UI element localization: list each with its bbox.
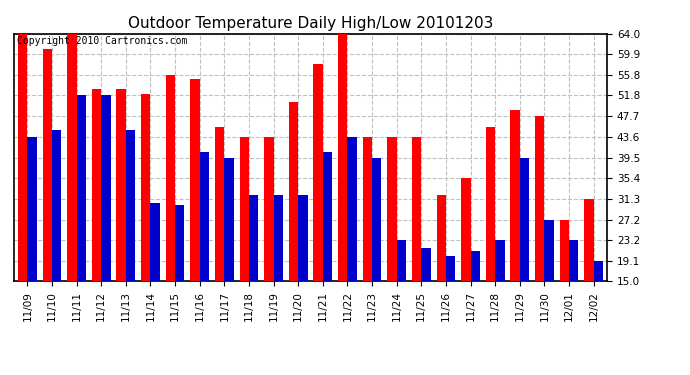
Bar: [313, 64, 323, 281]
Bar: [323, 153, 332, 281]
Bar: [141, 94, 150, 281]
Bar: [190, 79, 199, 281]
Bar: [495, 240, 504, 281]
Bar: [67, 34, 77, 281]
Bar: [249, 195, 258, 281]
Bar: [77, 95, 86, 281]
Bar: [117, 89, 126, 281]
Bar: [584, 199, 593, 281]
Bar: [239, 137, 249, 281]
Bar: [511, 110, 520, 281]
Bar: [273, 195, 283, 281]
Bar: [461, 178, 471, 281]
Bar: [175, 206, 184, 281]
Bar: [150, 203, 160, 281]
Bar: [422, 248, 431, 281]
Bar: [199, 153, 209, 281]
Bar: [18, 34, 28, 281]
Bar: [535, 116, 544, 281]
Bar: [43, 49, 52, 281]
Bar: [215, 127, 224, 281]
Bar: [387, 137, 397, 281]
Bar: [289, 102, 298, 281]
Bar: [560, 220, 569, 281]
Bar: [224, 158, 234, 281]
Title: Outdoor Temperature Daily High/Low 20101203: Outdoor Temperature Daily High/Low 20101…: [128, 16, 493, 31]
Bar: [569, 240, 578, 281]
Bar: [372, 158, 382, 281]
Bar: [593, 261, 603, 281]
Bar: [101, 95, 110, 281]
Bar: [520, 158, 529, 281]
Bar: [544, 220, 554, 281]
Bar: [397, 240, 406, 281]
Bar: [264, 137, 273, 281]
Bar: [52, 130, 61, 281]
Bar: [348, 137, 357, 281]
Bar: [126, 130, 135, 281]
Text: Copyright 2010 Cartronics.com: Copyright 2010 Cartronics.com: [17, 36, 187, 46]
Bar: [166, 75, 175, 281]
Bar: [471, 251, 480, 281]
Bar: [412, 137, 422, 281]
Bar: [437, 195, 446, 281]
Bar: [446, 256, 455, 281]
Bar: [92, 89, 101, 281]
Bar: [363, 137, 372, 281]
Bar: [28, 137, 37, 281]
Bar: [486, 127, 495, 281]
Bar: [298, 195, 308, 281]
Bar: [338, 34, 348, 281]
